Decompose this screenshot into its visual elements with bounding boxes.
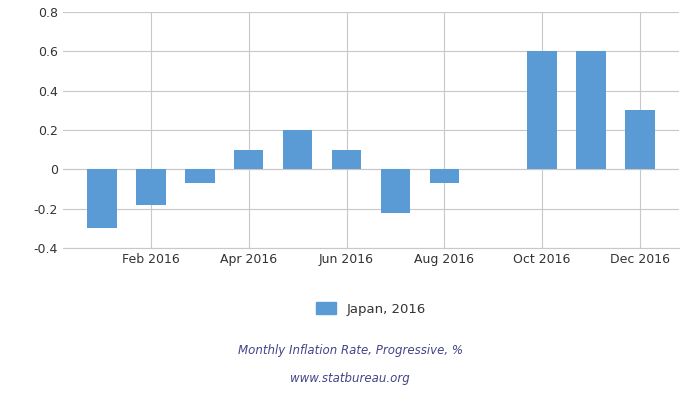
Bar bbox=[88, 169, 117, 228]
Bar bbox=[625, 110, 654, 169]
Text: www.statbureau.org: www.statbureau.org bbox=[290, 372, 410, 385]
Bar bbox=[430, 169, 459, 183]
Bar bbox=[381, 169, 410, 213]
Bar bbox=[576, 51, 606, 169]
Bar bbox=[283, 130, 312, 169]
Bar bbox=[234, 150, 263, 169]
Bar bbox=[527, 51, 556, 169]
Legend: Japan, 2016: Japan, 2016 bbox=[311, 297, 431, 321]
Bar bbox=[136, 169, 166, 205]
Bar bbox=[332, 150, 361, 169]
Text: Monthly Inflation Rate, Progressive, %: Monthly Inflation Rate, Progressive, % bbox=[237, 344, 463, 357]
Bar bbox=[186, 169, 215, 183]
